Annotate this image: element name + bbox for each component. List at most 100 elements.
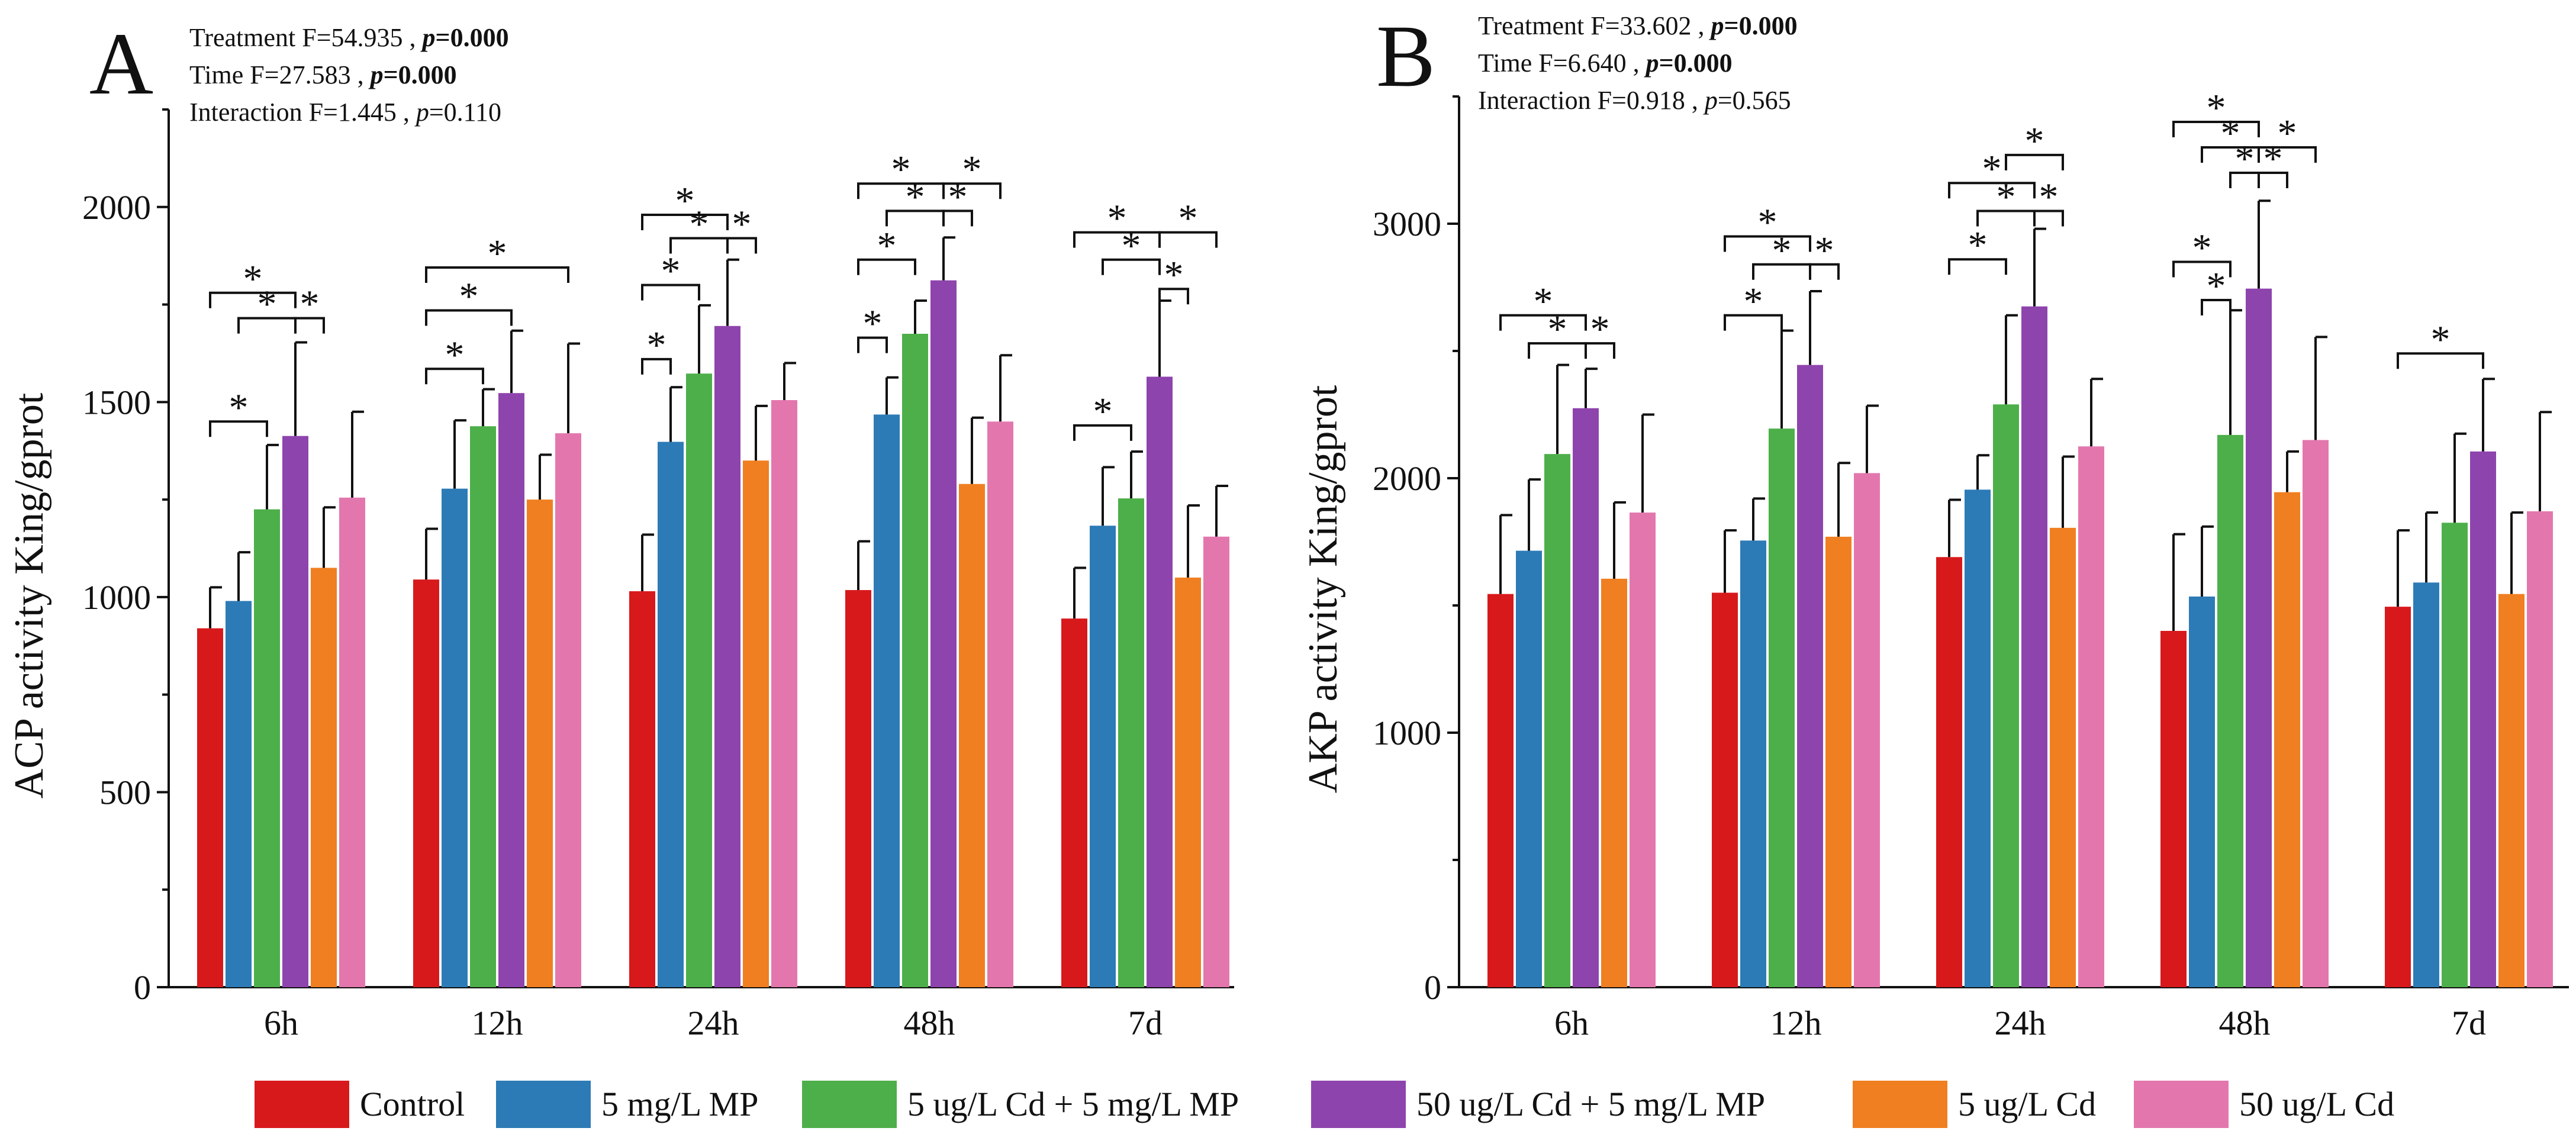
significance-bracket [1948,258,2007,275]
bar-7d-5 [1203,536,1229,987]
significance-star: * [2192,227,2212,270]
bar-24h-5 [771,400,797,987]
significance-star: * [1968,224,1988,267]
bar-24h-1 [1965,489,1991,987]
significance-bracket [209,420,268,437]
y-tick-label: 500 [99,773,151,811]
stat-p: p [420,23,436,52]
y-tick-label: 0 [1424,968,1441,1007]
bar-24h-4 [743,460,769,987]
bar-6h-2 [1544,454,1570,987]
significance-bracket [2258,172,2288,188]
stat-value: =0.000 [1659,49,1733,78]
bar-48h-0 [845,590,871,987]
bar-6h-0 [1487,594,1514,987]
y-tick-label: 1500 [82,383,151,421]
y-tick-label: 1000 [1373,714,1441,752]
panel-label: B [1376,7,1435,105]
significance-bracket [857,258,916,275]
stat-line: Time F=6.640 , p=0.000 [1478,49,1733,78]
bar-48h-4 [959,484,985,987]
x-tick-label: 12h [1770,1004,1822,1042]
significance-star: * [675,179,695,223]
significance-star: * [732,203,752,246]
significance-bracket [1158,288,1189,305]
significance-star: * [948,175,968,218]
bar-7d-2 [1118,498,1144,987]
significance-star: * [1548,308,1567,351]
bar-7d-4 [2498,594,2525,987]
stat-prefix: Treatment F=54.935 , [189,23,423,52]
significance-bracket [1724,314,1783,331]
significance-star: * [690,203,709,246]
bar-12h-4 [1825,536,1852,987]
y-axis-title: AKP activity King/gprot [1300,385,1346,793]
bar-7d-2 [2442,523,2468,987]
bar-12h-3 [1797,365,1823,987]
bar-12h-2 [470,426,496,987]
significance-bracket [1724,235,1811,252]
stat-prefix: Interaction F=1.445 , [189,98,416,127]
significance-star: * [1178,197,1198,240]
stat-prefix: Interaction F=0.918 , [1478,86,1705,115]
y-tick-label: 3000 [1373,205,1441,243]
bar-12h-5 [1854,473,1880,987]
bar-24h-0 [629,591,655,987]
legend-label: Control [360,1085,465,1123]
bar-48h-0 [2160,631,2187,987]
significance-bracket [2172,121,2260,137]
significance-bracket [2201,299,2232,315]
chart-panel-b: 0 1000 2000 3000 AKP activity King/gprot B Tre… [1300,7,2569,1042]
significance-bracket [1948,182,2036,199]
stat-p: p [414,98,429,127]
legend-swatch [1311,1081,1406,1128]
stat-p: p [1644,49,1659,78]
significance-bracket [294,317,325,334]
significance-bracket [2172,260,2232,278]
bar-48h-1 [874,414,900,987]
y-tick-label: 2000 [82,188,151,227]
legend-swatch [496,1081,591,1128]
bar-12h-2 [1769,428,1795,987]
x-tick-label: 24h [1995,1004,2046,1042]
significance-bracket [209,291,297,308]
bar-6h-5 [339,497,365,987]
significance-bracket [425,309,513,326]
y-axis-title: ACP activity King/gprot [7,392,52,798]
significance-bracket [1158,231,1218,248]
stat-value: =0.565 [1718,86,1791,115]
bar-6h-1 [226,601,252,987]
significance-bracket [2258,146,2317,163]
bar-7d-3 [1147,376,1173,987]
bar-7d-4 [1175,577,1201,987]
significance-bracket [942,210,973,227]
stat-prefix: Time F=27.583 , [189,60,371,89]
x-tick-label: 12h [472,1004,523,1042]
bar-48h-2 [902,333,928,987]
stat-p: p [368,60,384,89]
chart-panel-a: 0 500 1000 1500 2000 ACP activity King/gprot A… [7,15,1234,1042]
bar-12h-1 [1740,540,1766,987]
stat-line: Time F=27.583 , p=0.000 [189,60,457,89]
bar-24h-1 [658,442,684,987]
significance-star: * [2025,120,2044,163]
significance-star: * [906,175,925,218]
legend-swatch [255,1081,349,1128]
stat-value: =0.000 [384,60,457,89]
stat-value: =0.000 [436,23,509,52]
y-tick-label: 0 [134,968,151,1007]
legend-swatch [2134,1081,2229,1128]
bar-48h-1 [2189,596,2215,987]
stat-value: =0.110 [429,98,501,127]
significance-star: * [1744,280,1763,323]
x-tick-label: 24h [688,1004,739,1042]
legend-swatch [802,1081,897,1128]
legend-label: 5 ug/L Cd + 5 mg/L MP [907,1085,1239,1123]
bar-6h-5 [1630,513,1656,987]
significance-bracket [1585,342,1615,359]
significance-star: * [1982,147,2002,191]
bar-24h-3 [2021,306,2047,987]
significance-star: * [1534,280,1553,323]
significance-star: * [300,283,320,326]
bar-12h-1 [442,488,468,987]
